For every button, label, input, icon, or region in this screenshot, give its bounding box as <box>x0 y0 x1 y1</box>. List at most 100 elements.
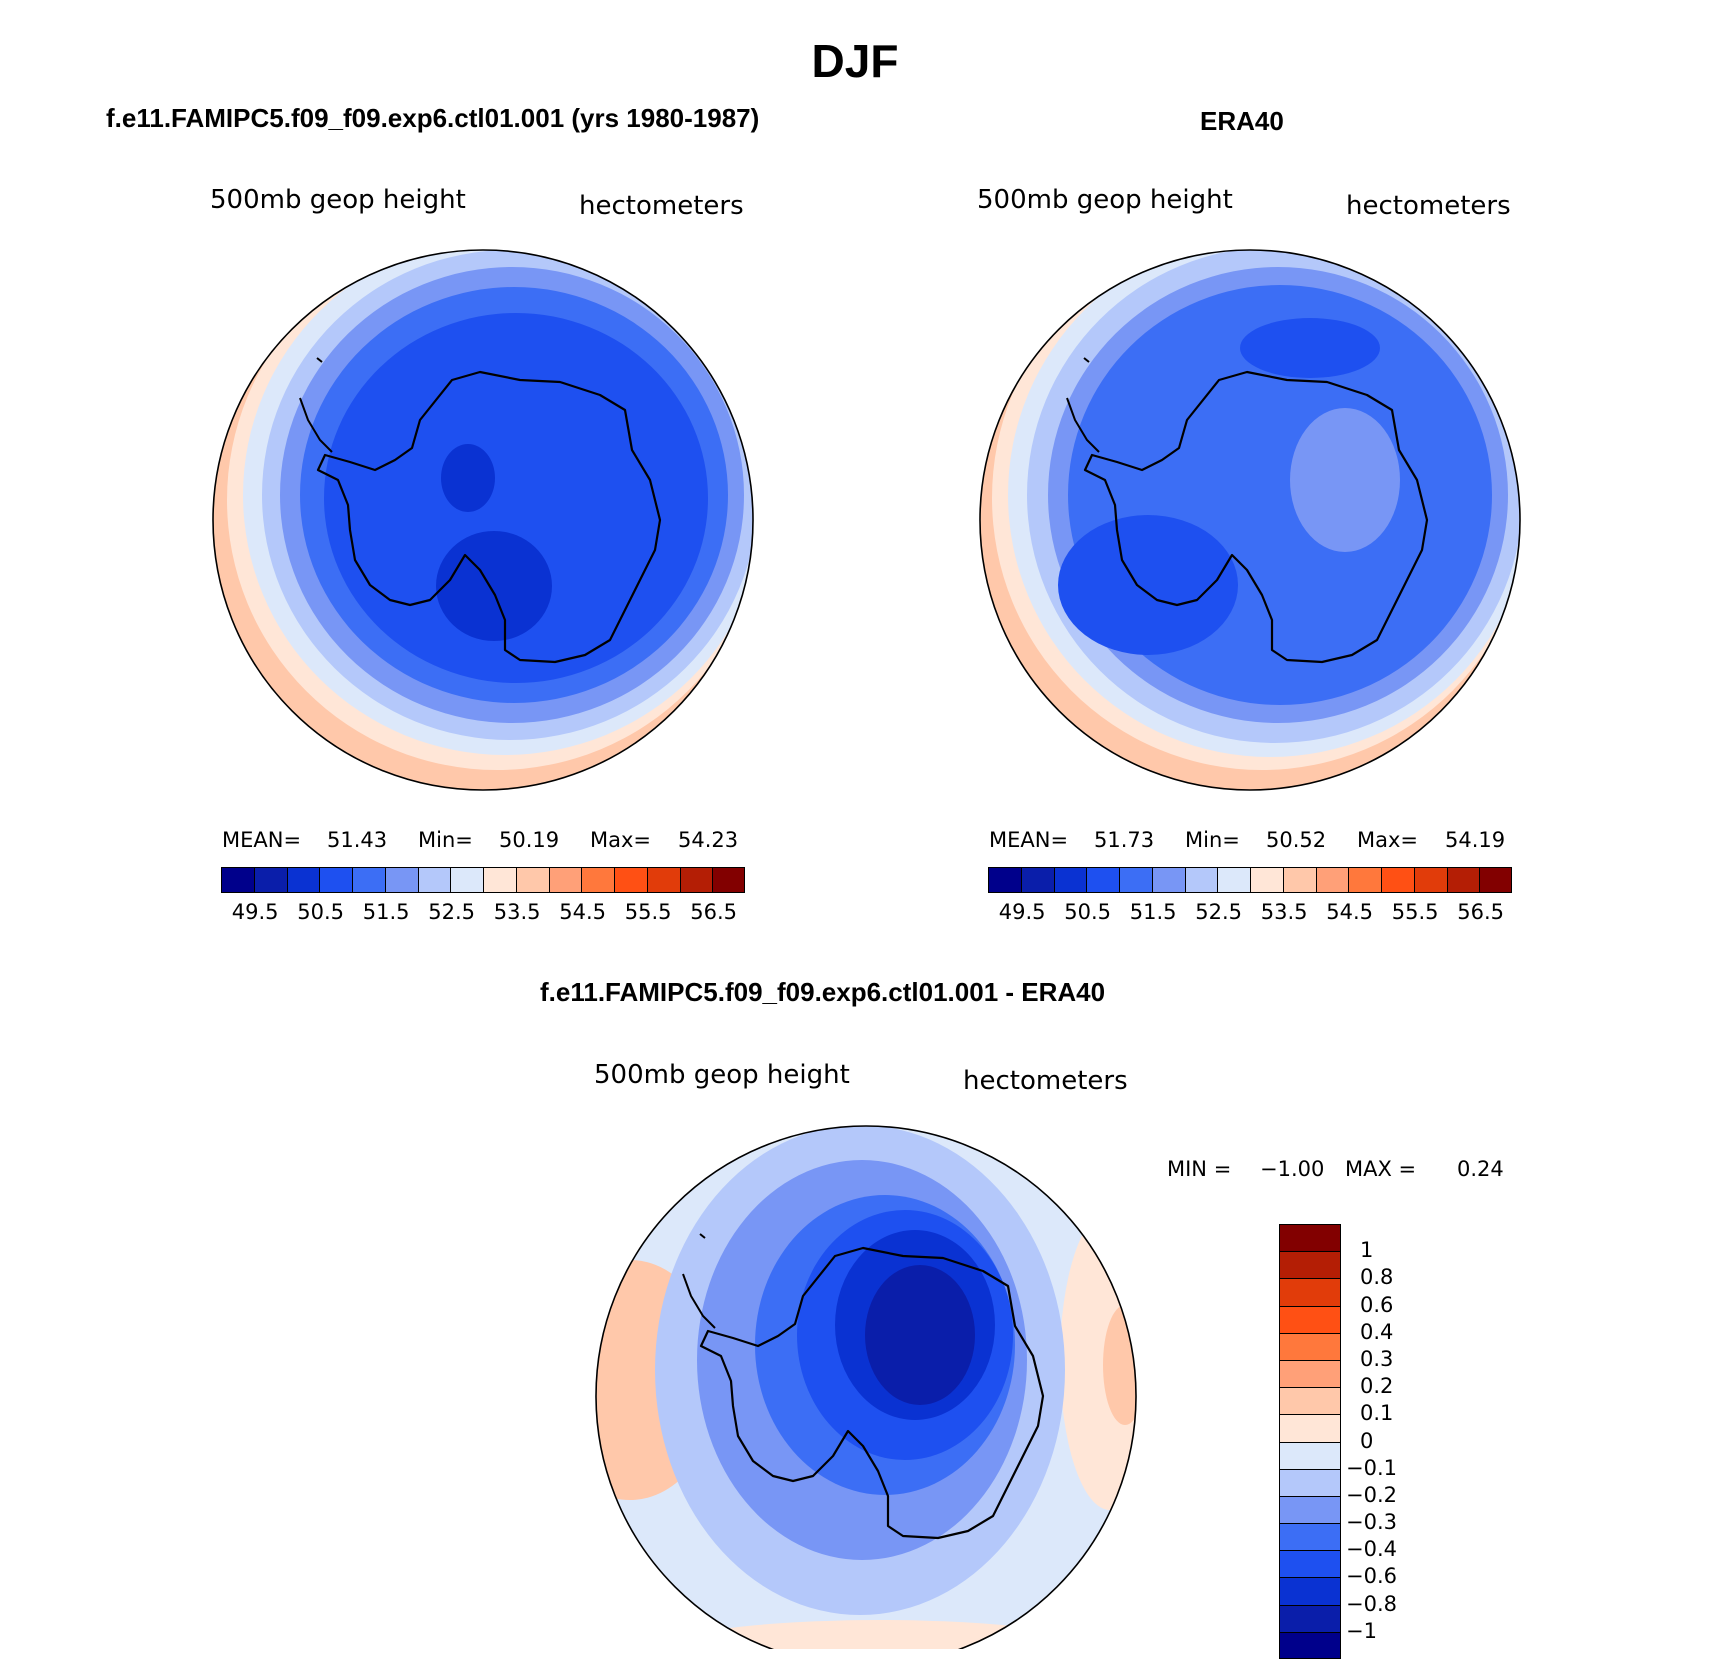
colorbar-swatch <box>1279 1251 1341 1279</box>
obs-max-label: Max= <box>1357 828 1419 852</box>
colorbar-swatch <box>1119 867 1152 893</box>
obs-panel-title: ERA40 <box>1200 106 1284 136</box>
colorbar-swatch <box>1250 867 1283 893</box>
obs-contour-51 <box>1068 285 1492 705</box>
colorbar-tick-label: 0.3 <box>1360 1346 1394 1371</box>
diff-contour-0-1-east <box>1103 1305 1136 1425</box>
model-contour-52 <box>262 250 753 740</box>
colorbar-swatch <box>352 867 385 893</box>
colorbar-swatch <box>1279 1468 1341 1496</box>
model-variable-label: 500mb geop height <box>210 185 466 215</box>
model-mean-label: MEAN= <box>222 828 302 852</box>
model-map-border <box>212 249 754 791</box>
colorbar-tick-label: 0.1 <box>1360 1401 1394 1426</box>
colorbar-swatch <box>417 867 451 893</box>
colorbar-swatch <box>1279 1441 1341 1469</box>
colorbar-tick-label: 0.8 <box>1360 1265 1394 1290</box>
colorbar-swatch <box>253 867 287 893</box>
colorbar-swatch <box>1282 867 1316 893</box>
diff-background-0 <box>596 1126 1136 1649</box>
diff-contour-0-south <box>660 1620 1100 1649</box>
obs-contour-52-5 <box>1008 250 1520 757</box>
colorbar-swatch <box>646 867 680 893</box>
diff-min-label: MIN = <box>1167 1157 1232 1181</box>
obs-max-value: 54.19 <box>1445 828 1506 852</box>
colorbar-swatch <box>1279 1278 1341 1306</box>
colorbar-tick-label: −0.6 <box>1346 1564 1397 1589</box>
diff-min-value: −1.00 <box>1260 1157 1325 1181</box>
colorbar-swatch <box>1217 867 1250 893</box>
figure-title: DJF <box>811 35 899 87</box>
colorbar-tick-label: −0.4 <box>1346 1537 1397 1562</box>
diff-peninsula-coastline <box>682 1273 716 1329</box>
colorbar-swatch <box>548 867 582 893</box>
model-contour-52-5 <box>243 250 753 755</box>
model-contour-51 <box>300 287 728 703</box>
colorbar-tick-label: 55.5 <box>1391 900 1439 924</box>
colorbar-tick-label: 52.5 <box>1195 900 1243 924</box>
diff-contour-neg0-6 <box>835 1230 995 1420</box>
model-min-label: Min= <box>418 828 473 852</box>
colorbar-tick-label: 55.5 <box>624 900 672 924</box>
model-units-label: hectometers <box>579 191 744 221</box>
diff-units-label: hectometers <box>963 1066 1128 1096</box>
colorbar-swatch <box>1446 867 1480 893</box>
diff-contour-neg0-2 <box>697 1160 1027 1560</box>
colorbar-swatch <box>1479 867 1512 893</box>
diff-contour-neg0-8 <box>865 1265 975 1405</box>
diff-map-border <box>595 1125 1137 1649</box>
colorbar-swatch <box>581 867 614 893</box>
colorbar-swatch <box>1413 867 1447 893</box>
diff-panel-title: f.e11.FAMIPC5.f09_f09.exp6.ctl01.001 - E… <box>540 977 1106 1007</box>
colorbar-tick-label: 53.5 <box>493 900 541 924</box>
obs-antarctica-coastline <box>1083 370 1429 664</box>
colorbar-swatch <box>1279 1224 1341 1252</box>
colorbar-tick-label: 50.5 <box>1064 900 1112 924</box>
colorbar-tick-label: 56.5 <box>690 900 738 924</box>
colorbar-tick-label: 50.5 <box>297 900 345 924</box>
colorbar-swatch <box>614 867 647 893</box>
model-min-value: 50.19 <box>499 828 560 852</box>
model-contour-53 <box>213 250 753 790</box>
model-island-mark <box>316 357 323 363</box>
obs-min-value: 50.52 <box>1266 828 1327 852</box>
diff-contour-neg0-4 <box>797 1210 1013 1460</box>
diff-island-mark <box>699 1233 706 1239</box>
model-max-label: Max= <box>590 828 652 852</box>
colorbar-swatch <box>1279 1495 1341 1524</box>
obs-variable-label: 500mb geop height <box>977 185 1233 215</box>
colorbar-swatch <box>319 867 352 893</box>
colorbar-swatch <box>1381 867 1414 893</box>
model-contour-51-5 <box>280 267 744 723</box>
colorbar-swatch <box>1053 867 1087 893</box>
colorbar-swatch <box>1279 1359 1341 1388</box>
colorbar-swatch <box>1279 1550 1341 1578</box>
colorbar-swatch <box>515 867 549 893</box>
colorbar-swatch <box>1151 867 1185 893</box>
obs-map-border <box>979 249 1521 791</box>
colorbar-swatch <box>1086 867 1119 893</box>
model-contour-50-b <box>436 531 552 641</box>
colorbar-swatch <box>450 867 483 893</box>
obs-peninsula-coastline <box>1066 397 1100 453</box>
colorbar-swatch <box>1279 1631 1341 1659</box>
model-peninsula-coastline <box>299 397 333 453</box>
colorbar-swatch <box>384 867 418 893</box>
colorbar-swatch <box>679 867 713 893</box>
diff-colorbar-ticks: 1 0.8 0.6 0.4 0.3 0.2 0.1 0 −0.1 −0.2 −0.3 −0.4 −0.6… <box>1346 1224 1446 1659</box>
obs-contour-50-5-a <box>1240 318 1380 378</box>
model-mean-value: 51.43 <box>327 828 388 852</box>
colorbar-swatch <box>1279 1387 1341 1415</box>
obs-contour-50-5-b <box>1058 515 1238 655</box>
colorbar-tick-label: 56.5 <box>1457 900 1505 924</box>
diff-contour-neg0-1 <box>655 1126 1065 1615</box>
colorbar-swatch <box>1020 867 1054 893</box>
colorbar-swatch <box>1279 1523 1341 1551</box>
colorbar-tick-label: 0.2 <box>1360 1374 1394 1399</box>
diff-antarctica-coastline <box>699 1246 1045 1540</box>
model-colorbar-ticks: 49.5 50.5 51.5 52.5 53.5 54.5 55.5 56.5 <box>221 900 745 926</box>
diff-max-label: MAX = <box>1345 1157 1417 1181</box>
obs-island-mark <box>1083 357 1090 363</box>
